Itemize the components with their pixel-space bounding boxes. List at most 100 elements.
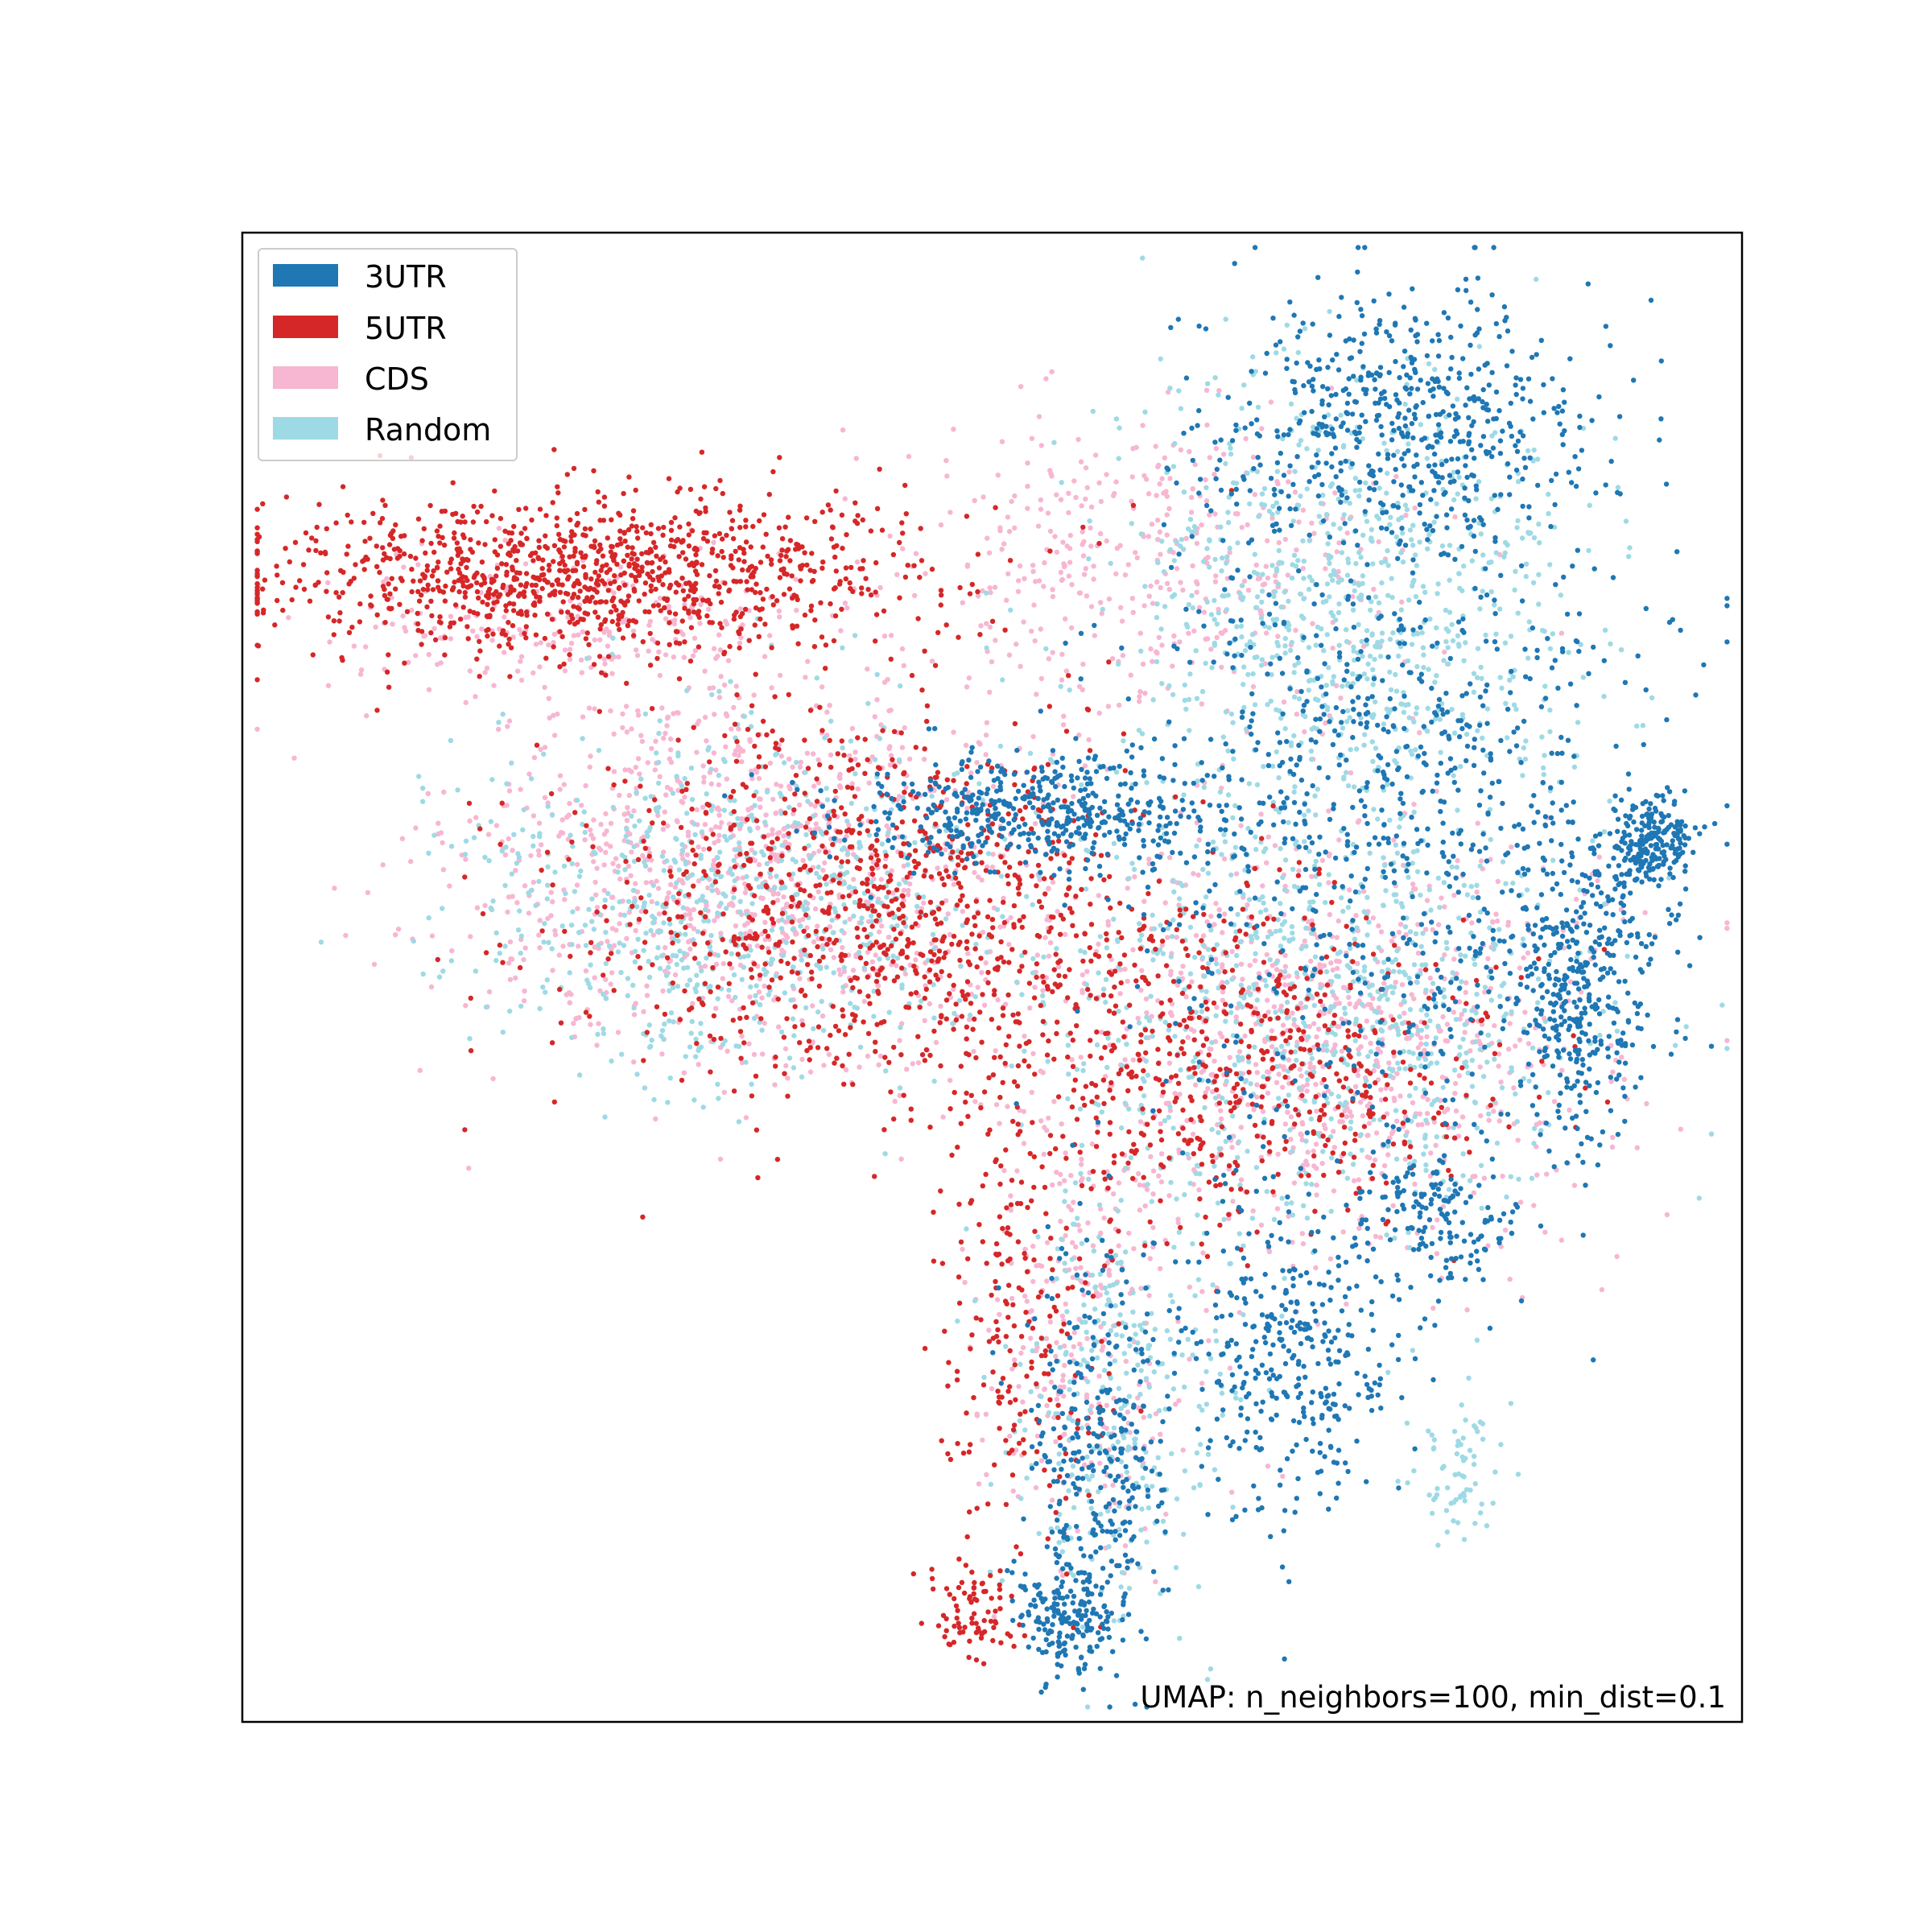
point-random	[642, 863, 649, 869]
point-random	[684, 687, 690, 694]
point-random	[1370, 758, 1376, 765]
point-cds	[1372, 1157, 1378, 1163]
point-random	[871, 989, 877, 994]
point-random	[1515, 610, 1521, 616]
point-random	[1230, 720, 1236, 725]
point-cds	[987, 624, 993, 630]
point-cds	[1373, 1130, 1380, 1136]
point-random	[596, 942, 601, 948]
point-cds	[1293, 627, 1298, 634]
point-random	[1315, 448, 1321, 453]
point-random	[1471, 689, 1477, 695]
point-random	[914, 903, 920, 910]
point-cds	[1109, 656, 1116, 662]
point-cds	[1415, 950, 1422, 956]
point-cds	[325, 683, 332, 688]
point-random	[1268, 698, 1274, 704]
point-cds	[1355, 1072, 1361, 1079]
point-cds	[980, 494, 986, 500]
point-cds	[1340, 1119, 1345, 1125]
point-cds	[1017, 563, 1023, 569]
point-cds	[1059, 651, 1065, 657]
point-random	[1409, 642, 1415, 647]
point-random	[586, 906, 592, 912]
point-random	[1387, 1066, 1393, 1071]
point-cds	[1259, 426, 1265, 431]
point-cds	[1227, 1365, 1233, 1371]
point-cds	[1381, 980, 1387, 986]
point-cds	[896, 834, 902, 840]
point-cds	[1250, 683, 1257, 690]
point-random	[1323, 683, 1330, 688]
point-random	[463, 838, 469, 844]
point-random	[1424, 1012, 1430, 1018]
point-cds	[1199, 1069, 1204, 1075]
point-random	[1208, 927, 1214, 933]
point-random	[1045, 1059, 1051, 1064]
point-cds	[951, 729, 956, 735]
point-cds	[1258, 811, 1264, 817]
point-random	[655, 780, 662, 786]
point-cds	[1426, 883, 1432, 890]
point-cds	[1061, 713, 1067, 719]
point-cds	[1478, 1113, 1484, 1119]
point-cds	[547, 715, 552, 720]
point-random	[1384, 706, 1390, 712]
point-cds	[1193, 579, 1199, 584]
point-random	[1150, 957, 1156, 963]
point-random	[1258, 663, 1265, 668]
point-cds	[1596, 854, 1603, 860]
point-cds	[1207, 455, 1213, 460]
point-random	[720, 757, 727, 762]
point-random	[803, 899, 808, 905]
point-cds	[1724, 926, 1730, 931]
point-random	[1696, 1195, 1702, 1201]
point-random	[1423, 987, 1429, 993]
point-random	[1253, 369, 1259, 374]
point-cds	[1216, 388, 1222, 394]
point-random	[1457, 585, 1463, 591]
point-cds	[580, 629, 586, 634]
point-cds	[1442, 904, 1447, 910]
point-random	[1327, 483, 1334, 489]
point-cds	[1496, 1118, 1503, 1124]
point-random	[1136, 1020, 1142, 1026]
point-cds	[1137, 699, 1142, 704]
point-random	[675, 938, 681, 944]
point-cds	[847, 753, 852, 758]
point-cds	[963, 742, 969, 748]
point-cds	[1059, 1121, 1064, 1127]
point-cds	[1285, 572, 1291, 578]
point-random	[1422, 589, 1428, 595]
point-random	[1383, 888, 1389, 894]
point-cds	[1150, 1191, 1156, 1197]
point-random	[544, 977, 550, 983]
point-random	[1154, 658, 1160, 665]
point-random	[1074, 1067, 1080, 1072]
point-cds	[1096, 893, 1102, 898]
point-cds	[1038, 506, 1044, 512]
point-cds	[1061, 1384, 1067, 1390]
point-random	[900, 795, 906, 801]
point-cds	[729, 726, 734, 732]
point-cds	[1313, 1081, 1319, 1088]
point-cds	[1188, 510, 1195, 515]
point-random	[736, 1043, 742, 1050]
point-random	[874, 671, 880, 678]
point-cds	[1066, 490, 1071, 496]
point-random	[1379, 630, 1385, 636]
point-cds	[1129, 474, 1135, 480]
point-random	[1600, 1009, 1606, 1014]
point-cds	[463, 700, 469, 705]
point-cds	[1356, 1046, 1361, 1052]
point-cds	[929, 940, 935, 947]
point-cds	[1156, 1173, 1162, 1179]
point-cds	[1221, 856, 1228, 862]
point-random	[1054, 946, 1059, 952]
point-random	[1269, 654, 1275, 660]
point-cds	[1013, 642, 1019, 647]
point-random	[731, 972, 737, 978]
point-cds	[1463, 980, 1469, 986]
point-cds	[1031, 602, 1037, 608]
point-random	[732, 798, 737, 803]
